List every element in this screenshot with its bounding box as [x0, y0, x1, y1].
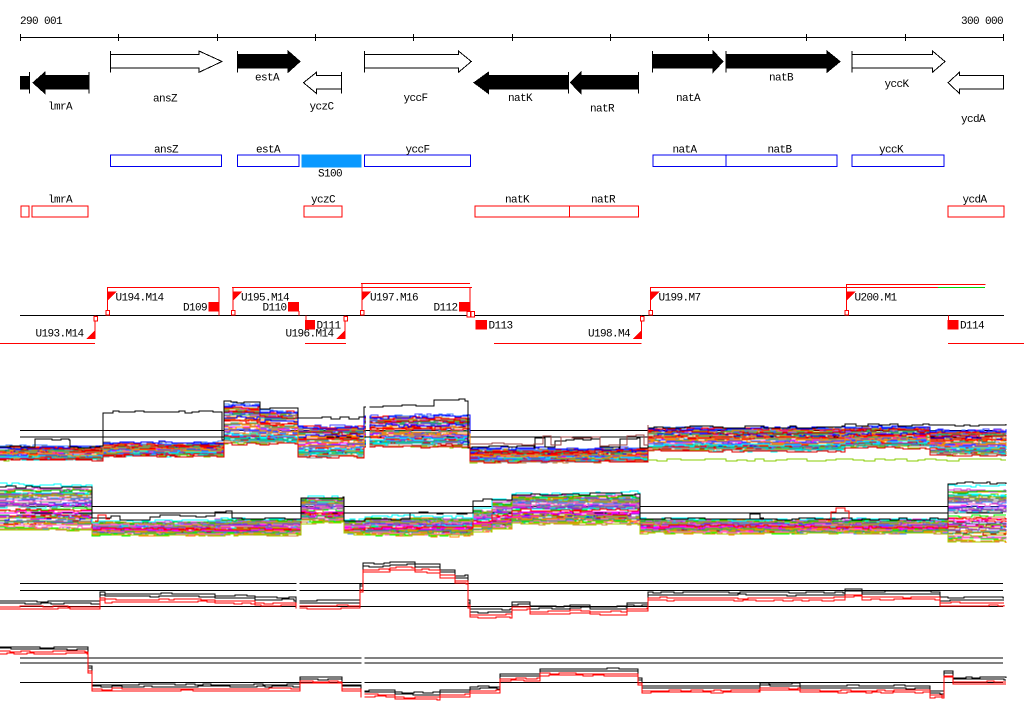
svg-text:U200.M1: U200.M1	[855, 293, 898, 305]
svg-text:yczC: yczC	[311, 195, 336, 207]
svg-text:yczC: yczC	[309, 102, 334, 114]
svg-text:ansZ: ansZ	[154, 145, 179, 157]
svg-text:300 000: 300 000	[961, 16, 1003, 28]
svg-text:D113: D113	[489, 321, 513, 333]
svg-text:lmrA: lmrA	[48, 195, 73, 207]
svg-text:estA: estA	[255, 73, 280, 85]
svg-text:D110: D110	[262, 303, 286, 315]
svg-text:U197.M16: U197.M16	[370, 293, 418, 305]
svg-text:ycdA: ycdA	[961, 114, 986, 126]
svg-text:natB: natB	[767, 145, 792, 157]
svg-text:yccK: yccK	[884, 79, 909, 91]
svg-text:ycdA: ycdA	[962, 195, 987, 207]
svg-text:U193.M14: U193.M14	[35, 329, 84, 341]
svg-text:natK: natK	[508, 93, 533, 105]
svg-text:natK: natK	[505, 195, 530, 207]
svg-text:yccF: yccF	[405, 145, 429, 157]
svg-text:U194.M14: U194.M14	[116, 293, 165, 305]
svg-text:estA: estA	[256, 145, 281, 157]
svg-text:natA: natA	[672, 145, 697, 157]
svg-text:D111: D111	[317, 321, 342, 333]
svg-text:natR: natR	[591, 195, 616, 207]
svg-text:D114: D114	[960, 321, 985, 333]
svg-text:natR: natR	[590, 104, 615, 116]
svg-text:U195.M14: U195.M14	[241, 293, 290, 305]
svg-text:U198.M4: U198.M4	[588, 329, 631, 341]
svg-text:U196.M14: U196.M14	[285, 329, 334, 341]
svg-text:yccK: yccK	[879, 145, 904, 157]
svg-text:ansZ: ansZ	[153, 94, 178, 106]
svg-text:D112: D112	[433, 303, 457, 315]
svg-text:natB: natB	[769, 73, 794, 85]
svg-text:D109: D109	[183, 303, 207, 315]
svg-text:yccF: yccF	[403, 93, 427, 105]
svg-text:290 001: 290 001	[20, 16, 63, 28]
svg-text:S100: S100	[318, 169, 342, 181]
svg-text:natA: natA	[676, 93, 701, 105]
svg-text:lmrA: lmrA	[48, 102, 73, 114]
svg-text:U199.M7: U199.M7	[659, 293, 701, 305]
